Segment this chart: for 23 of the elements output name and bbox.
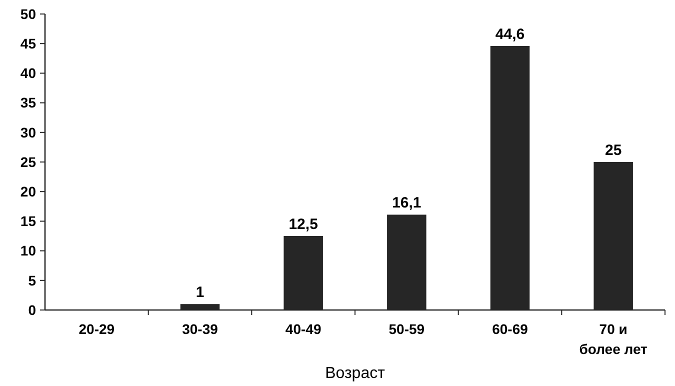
data-label: 44,6 xyxy=(495,26,525,43)
data-label: 1 xyxy=(196,284,204,302)
x-tick-label: 70 и более лет xyxy=(579,321,648,357)
data-label: 25 xyxy=(604,142,622,159)
x-tick-label: 30-39 xyxy=(182,321,218,337)
y-tick-label: 10 xyxy=(20,242,36,259)
y-tick-label: 0 xyxy=(28,302,36,318)
x-axis-title: Возраст xyxy=(325,365,386,382)
y-tick-label: 40 xyxy=(20,65,36,82)
data-label: 16,1 xyxy=(392,194,422,212)
x-tick-label: 40-49 xyxy=(285,321,322,337)
data-label: 12,5 xyxy=(288,216,318,233)
y-tick-label: 30 xyxy=(20,124,36,140)
y-tick-label: 45 xyxy=(20,36,36,52)
y-tick-label: 25 xyxy=(20,154,36,170)
x-tick-label: 20-29 xyxy=(78,321,115,337)
x-tick-label: 50-59 xyxy=(388,321,425,337)
y-tick-label: 35 xyxy=(20,94,36,111)
y-tick-label: 20 xyxy=(20,184,36,200)
x-tick-label: 60-69 xyxy=(492,321,528,337)
y-tick-label: 50 xyxy=(20,6,36,22)
y-tick-label: 5 xyxy=(28,272,36,288)
y-tick-label: 15 xyxy=(20,213,36,230)
